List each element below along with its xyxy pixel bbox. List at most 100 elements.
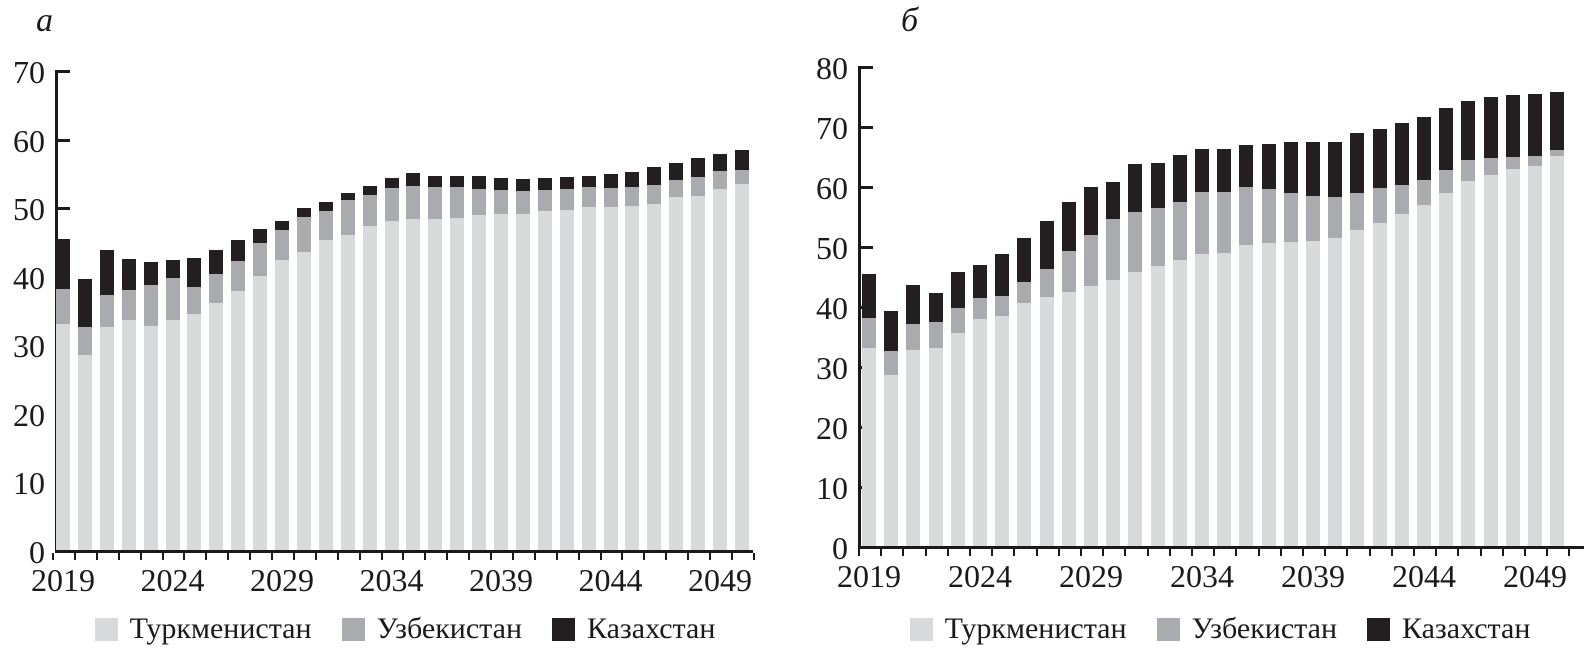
legend-swatch-icon: [1367, 617, 1390, 641]
bar-segment-uzbekistan: [1261, 189, 1276, 243]
bar-segment-kazakhstan: [56, 239, 70, 290]
bar-segment-kazakhstan: [1417, 117, 1431, 180]
bar-segment-turkmenistan: [1306, 240, 1320, 546]
bar-segment-turkmenistan: [1439, 193, 1454, 546]
x-axis-tick: [446, 553, 449, 560]
y-axis-tick-label: 20: [816, 410, 848, 446]
x-axis-tick: [73, 553, 76, 560]
bar-segment-kazakhstan: [1261, 144, 1276, 189]
bar-segment-turkmenistan: [1106, 280, 1121, 546]
bar-segment-kazakhstan: [559, 176, 574, 189]
bar-segment-kazakhstan: [1128, 163, 1143, 213]
y-axis-tick-label: 30: [13, 328, 45, 365]
bar-segment-turkmenistan: [1283, 242, 1298, 546]
bar-segment-uzbekistan: [318, 210, 333, 241]
bar-segment-turkmenistan: [884, 375, 899, 546]
legend-label: Казахстан: [587, 612, 716, 645]
bar-segment-turkmenistan: [1505, 168, 1520, 546]
x-axis-year-label: 2029: [250, 562, 314, 598]
bar-segment-kazakhstan: [450, 175, 465, 187]
legend-label: Узбекистан: [376, 612, 522, 645]
bar-segment-kazakhstan: [1439, 108, 1454, 170]
y-axis-tick-label: 0: [29, 534, 45, 570]
x-axis-year-label: 2049: [1503, 558, 1567, 594]
bar-segment-uzbekistan: [1505, 157, 1520, 169]
bar-segment-uzbekistan: [296, 217, 311, 252]
bar-segment-kazakhstan: [1106, 181, 1121, 219]
bar-segment-uzbekistan: [187, 286, 202, 315]
bar-segment-uzbekistan: [603, 187, 618, 208]
bar-segment-uzbekistan: [1483, 158, 1498, 176]
y-axis-tick: [58, 70, 70, 73]
bar-segment-kazakhstan: [928, 293, 943, 323]
bar-segment-kazakhstan: [734, 149, 749, 171]
legend-item-turkmenistan: Туркменистан: [94, 612, 312, 645]
bar-segment-uzbekistan: [1195, 192, 1209, 255]
bar-segment-uzbekistan: [1372, 187, 1387, 223]
y-axis-tick: [861, 66, 873, 69]
legend-label: Туркменистан: [129, 612, 312, 645]
bar-segment-uzbekistan: [1084, 235, 1098, 287]
x-axis-tick: [1279, 549, 1282, 556]
x-axis-tick: [946, 549, 949, 556]
x-axis-year-label: 2039: [469, 562, 533, 598]
bar-segment-kazakhstan: [187, 257, 202, 287]
bar-segment-turkmenistan: [1328, 237, 1343, 546]
bar-segment-uzbekistan: [515, 191, 530, 214]
bar-segment-turkmenistan: [1483, 175, 1498, 546]
legend-item-kazakhstan: Казахстан: [552, 614, 715, 644]
bar-segment-turkmenistan: [56, 323, 70, 550]
bar-segment-kazakhstan: [99, 250, 114, 295]
bar-segment-uzbekistan: [1394, 184, 1409, 215]
bar-segment-kazakhstan: [713, 153, 727, 172]
bar-segment-uzbekistan: [275, 230, 289, 260]
x-axis-tick: [1190, 549, 1193, 556]
x-axis-tick: [1257, 549, 1260, 556]
x-axis-tick: [1213, 549, 1216, 556]
legend-item-kazakhstan: Казахстан: [1367, 614, 1530, 644]
bar-segment-uzbekistan: [1461, 160, 1476, 182]
bar-segment-uzbekistan: [537, 190, 552, 211]
x-axis-tick: [621, 553, 624, 560]
bar-segment-uzbekistan: [1328, 197, 1343, 238]
legend-swatch-icon: [552, 617, 575, 641]
y-axis-tick: [861, 546, 873, 549]
bar-segment-turkmenistan: [515, 214, 530, 550]
legend: Туркменистан Узбекистан Казахстан: [870, 608, 1570, 650]
bar-segment-kazakhstan: [669, 162, 684, 181]
bar-segment-turkmenistan: [77, 354, 92, 550]
bar-segment-kazakhstan: [973, 264, 987, 298]
y-axis-tick-label: 50: [816, 230, 848, 266]
x-axis-tick: [205, 553, 208, 560]
bar-segment-turkmenistan: [647, 204, 662, 550]
x-axis-tick: [599, 553, 602, 560]
x-axis-tick: [1546, 549, 1549, 556]
x-axis-tick: [227, 553, 230, 560]
x-axis-tick: [358, 553, 361, 560]
bar-segment-uzbekistan: [56, 289, 70, 324]
bar-segment-turkmenistan: [928, 348, 943, 546]
legend-item-turkmenistan: Туркменистан: [909, 614, 1127, 644]
bar-segment-uzbekistan: [734, 170, 749, 184]
legend-item-uzbekistan: Узбекистан: [341, 612, 522, 645]
x-axis-tick: [468, 553, 471, 560]
bar-segment-uzbekistan: [1106, 219, 1121, 281]
bar-segment-kazakhstan: [209, 250, 224, 274]
bar-segment-uzbekistan: [121, 290, 136, 321]
x-axis-tick: [577, 553, 580, 560]
x-axis-tick: [1035, 549, 1038, 556]
legend-swatch-icon: [1156, 617, 1180, 641]
bar-segment-turkmenistan: [472, 215, 487, 550]
x-axis-year-label: 2019: [837, 558, 901, 594]
bar-segment-turkmenistan: [231, 290, 246, 550]
bar-segment-uzbekistan: [99, 294, 114, 328]
bar-segment-turkmenistan: [187, 314, 202, 550]
x-axis-tick: [555, 553, 558, 560]
x-axis-year-label: 2024: [948, 558, 1012, 594]
bar-segment-uzbekistan: [1239, 187, 1254, 246]
bar-segment-kazakhstan: [691, 157, 706, 177]
bar-segment-uzbekistan: [559, 188, 574, 210]
y-axis-tick-label: 80: [816, 50, 848, 86]
x-axis: [858, 546, 1584, 549]
bar-segment-turkmenistan: [862, 348, 876, 546]
